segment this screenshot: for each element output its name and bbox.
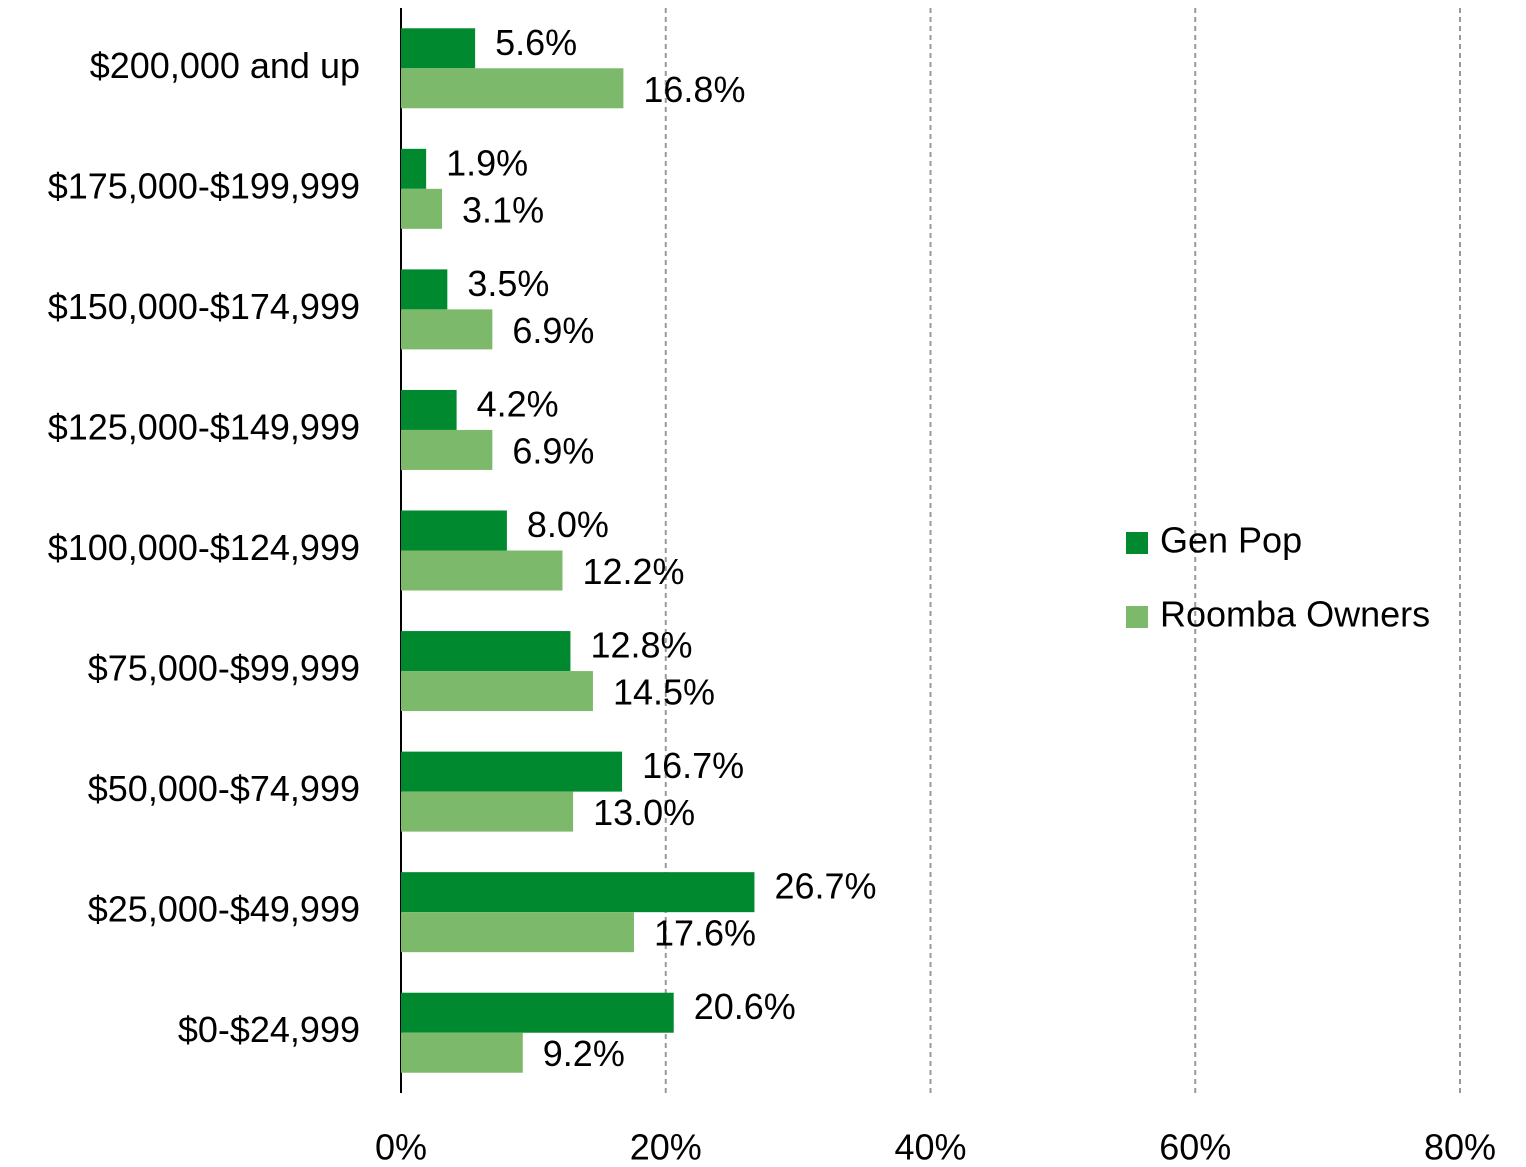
bar	[401, 429, 493, 470]
data-label: 26.7%	[774, 866, 876, 907]
data-label: 16.8%	[643, 69, 745, 110]
bar	[401, 751, 623, 792]
bar	[401, 188, 443, 229]
bar	[401, 550, 563, 591]
data-label: 6.9%	[512, 430, 594, 471]
legend-label: Roomba Owners	[1160, 594, 1430, 635]
data-label: 3.1%	[462, 189, 544, 230]
bar	[401, 148, 427, 189]
y-tick-label: $50,000-$74,999	[88, 768, 360, 809]
bar	[401, 510, 507, 551]
data-label: 12.2%	[582, 551, 684, 592]
x-tick-label: 0%	[375, 1127, 427, 1167]
y-tick-label: $25,000-$49,999	[88, 889, 360, 930]
bar	[401, 671, 593, 712]
bar	[401, 269, 448, 310]
y-tick-label: $150,000-$174,999	[48, 286, 360, 327]
y-tick-label: $75,000-$99,999	[88, 648, 360, 689]
data-label: 9.2%	[543, 1033, 625, 1074]
data-label: 8.0%	[527, 504, 609, 545]
y-tick-label: $0-$24,999	[178, 1009, 360, 1050]
legend-swatch	[1126, 532, 1148, 554]
data-label: 1.9%	[446, 142, 528, 183]
x-tick-label: 80%	[1424, 1127, 1496, 1167]
bar	[401, 28, 476, 69]
x-tick-label: 60%	[1159, 1127, 1231, 1167]
data-label: 6.9%	[512, 310, 594, 351]
bar	[401, 389, 457, 430]
data-label: 12.8%	[590, 625, 692, 666]
bar	[401, 68, 624, 109]
bar	[401, 791, 574, 832]
y-tick-label: $125,000-$149,999	[48, 406, 360, 447]
y-tick-label: $175,000-$199,999	[48, 165, 360, 206]
x-tick-label: 40%	[894, 1127, 966, 1167]
data-label: 4.2%	[477, 383, 559, 424]
data-label: 17.6%	[654, 913, 756, 954]
bar	[401, 872, 755, 913]
bar	[401, 309, 493, 350]
bar	[401, 992, 674, 1033]
bar	[401, 1032, 523, 1073]
data-label: 5.6%	[495, 22, 577, 63]
bar	[401, 912, 634, 953]
y-tick-label: $100,000-$124,999	[48, 527, 360, 568]
x-tick-label: 20%	[630, 1127, 702, 1167]
data-label: 14.5%	[613, 672, 715, 713]
data-label: 13.0%	[593, 792, 695, 833]
legend-swatch	[1126, 606, 1148, 628]
data-label: 3.5%	[467, 263, 549, 304]
data-label: 20.6%	[694, 986, 796, 1027]
y-tick-label: $200,000 and up	[90, 45, 360, 86]
bar	[401, 631, 571, 672]
legend-label: Gen Pop	[1160, 520, 1302, 561]
data-label: 16.7%	[642, 745, 744, 786]
